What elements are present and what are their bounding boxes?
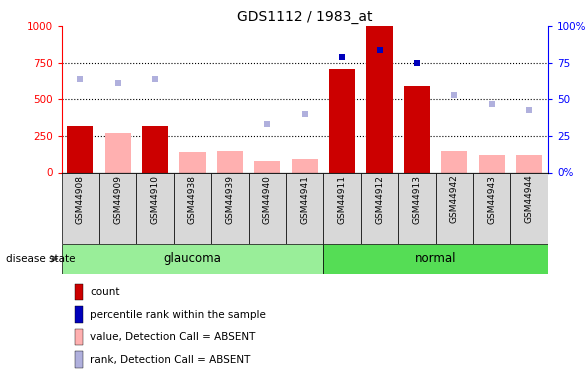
FancyBboxPatch shape [435,172,473,244]
Text: GSM44938: GSM44938 [188,175,197,223]
FancyBboxPatch shape [99,172,137,244]
Bar [75,284,83,300]
Text: glaucoma: glaucoma [163,252,222,265]
Text: GSM44913: GSM44913 [413,175,421,223]
Bar [217,150,243,172]
Text: GSM44911: GSM44911 [338,175,347,223]
Text: GSM44912: GSM44912 [375,175,384,223]
Point [524,106,534,112]
Text: disease state: disease state [6,254,76,264]
Bar [516,155,542,172]
Text: percentile rank within the sample: percentile rank within the sample [90,309,266,320]
Point [113,80,122,86]
Point [338,54,347,60]
FancyBboxPatch shape [323,172,361,244]
Title: GDS1112 / 1983_at: GDS1112 / 1983_at [237,10,373,24]
Text: count: count [90,287,120,297]
Text: GSM44944: GSM44944 [524,175,534,223]
Bar [75,329,83,345]
Text: GSM44943: GSM44943 [488,175,496,223]
Bar [404,86,430,172]
Bar [292,159,318,172]
Point [413,60,422,66]
FancyBboxPatch shape [510,172,548,244]
Bar [441,150,468,172]
Text: GSM44941: GSM44941 [300,175,309,223]
Bar [142,126,168,172]
Bar [75,351,83,368]
FancyBboxPatch shape [361,172,398,244]
Bar [329,69,355,172]
Point [449,92,459,98]
Bar [254,161,281,172]
FancyBboxPatch shape [174,172,211,244]
Text: GSM44909: GSM44909 [113,175,122,223]
FancyBboxPatch shape [473,172,510,244]
Text: GSM44939: GSM44939 [226,175,234,223]
FancyBboxPatch shape [323,244,548,274]
Point [151,76,160,82]
Text: GSM44908: GSM44908 [76,175,85,223]
Point [487,101,496,107]
FancyBboxPatch shape [211,172,248,244]
FancyBboxPatch shape [62,172,99,244]
Text: GSM44940: GSM44940 [263,175,272,223]
Bar [67,126,93,172]
Text: GSM44910: GSM44910 [151,175,159,223]
Point [300,111,309,117]
Text: normal: normal [415,252,456,265]
Point [375,46,384,53]
Bar [75,306,83,322]
Text: GSM44942: GSM44942 [450,175,459,223]
Point [263,121,272,127]
FancyBboxPatch shape [398,172,435,244]
Bar [479,155,505,172]
Text: value, Detection Call = ABSENT: value, Detection Call = ABSENT [90,332,255,342]
Point [76,76,85,82]
FancyBboxPatch shape [62,244,323,274]
FancyBboxPatch shape [286,172,323,244]
FancyBboxPatch shape [248,172,286,244]
Bar [179,152,206,172]
Bar [104,133,131,172]
Text: rank, Detection Call = ABSENT: rank, Detection Call = ABSENT [90,354,250,364]
FancyBboxPatch shape [137,172,174,244]
Bar [366,26,393,172]
